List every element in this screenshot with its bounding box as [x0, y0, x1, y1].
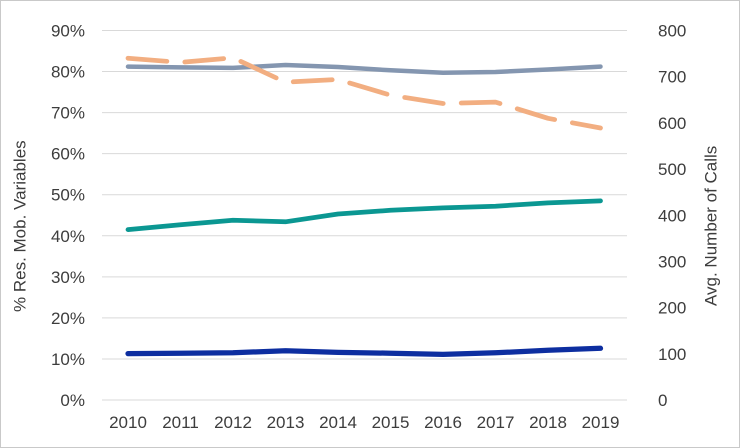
y-axis-right-tick-label: 700: [658, 68, 686, 87]
y-axis-left-tick-label: 70%: [51, 104, 85, 123]
series-line-orange-dashed: [125, 55, 603, 131]
y-axis-right-tick-label: 300: [658, 252, 686, 271]
y-axis-left-tick-label: 50%: [51, 186, 85, 205]
y-axis-left-tick-label: 90%: [51, 22, 85, 41]
y-axis-right-tick-label: 500: [658, 160, 686, 179]
x-axis-tick-label: 2017: [477, 413, 515, 432]
series-line-blue-gray-solid: [125, 62, 603, 76]
y-axis-left-tick-label: 60%: [51, 145, 85, 164]
y-axis-left-tick-label: 10%: [51, 350, 85, 369]
x-axis-tick-label: 2011: [162, 413, 199, 432]
y-axis-right-tick-label: 400: [658, 206, 686, 225]
x-axis-tick-label: 2019: [582, 413, 620, 432]
y-axis-right-tick-label: 800: [658, 22, 686, 41]
y-axis-right-tick-label: 0: [658, 391, 667, 410]
y-axis-left-tick-label: 80%: [51, 63, 85, 82]
x-axis-tick-label: 2014: [319, 413, 357, 432]
x-axis-tick-label: 2018: [529, 413, 567, 432]
x-axis-tick-label: 2012: [214, 413, 252, 432]
series-line-teal-solid: [125, 198, 603, 232]
x-axis-tick-label: 2010: [109, 413, 147, 432]
x-axis-tick-label: 2013: [267, 413, 305, 432]
y-axis-left-tick-label: 20%: [51, 309, 85, 328]
x-axis-tick-label: 2016: [424, 413, 462, 432]
series-line-navy-solid: [125, 345, 604, 358]
y-axis-left-tick-label: 40%: [51, 227, 85, 246]
y-axis-right-tick-label: 200: [658, 299, 686, 318]
x-axis-tick-label: 2015: [372, 413, 410, 432]
y-axis-left-tick-label: 30%: [51, 268, 85, 287]
y-axis-left-tick-label: 0%: [60, 391, 85, 410]
y-axis-right-tick-label: 600: [658, 114, 686, 133]
y-axis-right-tick-label: 100: [658, 345, 686, 364]
